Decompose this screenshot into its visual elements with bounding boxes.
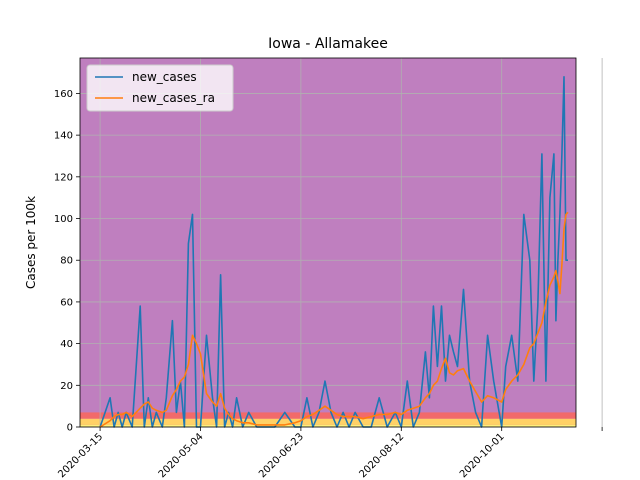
series-line-new_cases_ra xyxy=(99,211,569,428)
y-tick-label: 40 xyxy=(60,339,73,350)
y-tick-label: 100 xyxy=(54,214,73,225)
y-axis-title: Cases per 100k xyxy=(24,196,38,289)
legend-box xyxy=(86,64,234,112)
plot-background xyxy=(80,58,576,427)
x-axis-ticks: 2020-03-15 2020-05-04 2020-06-23 2020-08-12… xyxy=(56,427,603,480)
risk-bands xyxy=(80,412,576,427)
grid xyxy=(80,58,603,428)
y-tick-label: 140 xyxy=(54,131,73,142)
series-lines xyxy=(99,76,569,428)
x-tick-label: 2020-05-04 xyxy=(157,431,206,480)
y-axis-ticks: 0 20 40 60 80 100 120 140 160 xyxy=(54,89,80,434)
y-tick-label: 160 xyxy=(54,89,73,100)
risk-band-2 xyxy=(80,412,576,419)
x-tick-label: 2020-10-01 xyxy=(458,431,507,480)
y-tick-label: 0 xyxy=(67,423,73,434)
legend-label: new_cases_ra xyxy=(132,91,215,105)
legend: new_cases new_cases_ra xyxy=(86,64,234,112)
plot-area xyxy=(80,58,576,427)
x-tick-label: 2020-03-15 xyxy=(56,431,105,480)
y-tick-label: 20 xyxy=(60,381,73,392)
y-tick-label: 120 xyxy=(54,172,73,183)
y-tick-label: 80 xyxy=(60,256,73,267)
legend-label: new_cases xyxy=(132,70,197,84)
series-line-new_cases xyxy=(99,76,568,428)
risk-band-1 xyxy=(80,418,576,425)
risk-band-0 xyxy=(80,424,576,427)
y-tick-label: 60 xyxy=(60,297,73,308)
x-tick-label: 2020-06-23 xyxy=(257,431,306,480)
chart-title: Iowa - Allamakee xyxy=(268,36,388,52)
x-tick-label: 2020-08-12 xyxy=(358,431,407,480)
plot-frame xyxy=(79,57,577,428)
